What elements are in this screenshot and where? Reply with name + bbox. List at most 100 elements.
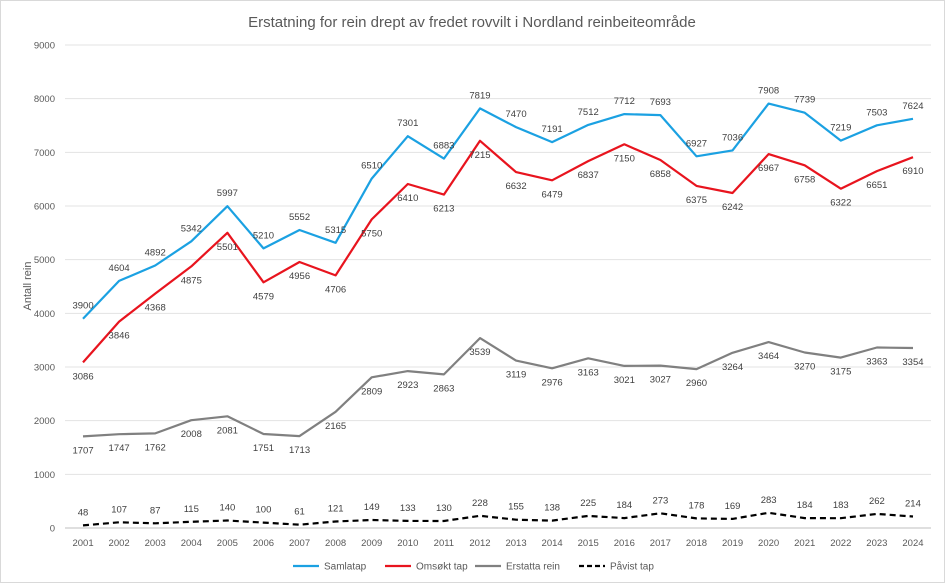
x-tick-label: 2004 — [181, 538, 202, 549]
data-label: 6758 — [794, 174, 815, 185]
data-label: 7215 — [469, 150, 490, 161]
data-label: 3264 — [722, 362, 743, 373]
data-label: 184 — [797, 500, 813, 511]
data-label: 140 — [219, 502, 235, 513]
data-label: 7739 — [794, 95, 815, 106]
y-tick-label: 6000 — [34, 202, 55, 213]
data-label: 2923 — [397, 380, 418, 391]
data-label: 1747 — [109, 443, 130, 454]
data-label: 6510 — [361, 161, 382, 172]
data-label: 3086 — [72, 371, 93, 382]
data-label: 5997 — [217, 188, 238, 199]
x-tick-label: 2003 — [145, 538, 166, 549]
y-tick-label: 3000 — [34, 363, 55, 374]
x-tick-label: 2021 — [794, 538, 815, 549]
data-label: 262 — [869, 496, 885, 507]
data-label: 7624 — [902, 101, 923, 112]
data-label: 130 — [436, 503, 452, 514]
data-label: 2165 — [325, 421, 346, 432]
legend-label: Erstatta rein — [506, 562, 560, 573]
data-label: 5210 — [253, 230, 274, 241]
series-line — [82, 337, 914, 438]
x-tick-label: 2016 — [614, 538, 635, 549]
x-tick-label: 2022 — [830, 538, 851, 549]
x-tick-label: 2006 — [253, 538, 274, 549]
data-label: 1707 — [72, 445, 93, 456]
series-line — [82, 102, 914, 320]
data-label: 4892 — [145, 247, 166, 258]
data-label: 3027 — [650, 375, 671, 386]
x-tick-label: 2007 — [289, 538, 310, 549]
data-label: 3354 — [902, 357, 923, 368]
legend: Samlatap Omsøkt tap Erstatta rein Påvist ta… — [293, 561, 654, 573]
x-tick-label: 2001 — [72, 538, 93, 549]
data-label: 6322 — [830, 198, 851, 209]
x-tick-label: 2017 — [650, 538, 671, 549]
data-label: 5750 — [361, 228, 382, 239]
y-tick-label: 8000 — [34, 94, 55, 105]
data-label: 138 — [544, 503, 560, 514]
data-label: 107 — [111, 504, 127, 515]
x-tick-label: 2013 — [505, 538, 526, 549]
data-label: 7191 — [542, 124, 563, 135]
data-label: 5552 — [289, 212, 310, 223]
data-label: 61 — [294, 507, 305, 518]
data-label: 3363 — [866, 357, 887, 368]
data-label: 6858 — [650, 169, 671, 180]
data-label: 2863 — [433, 383, 454, 394]
data-label: 184 — [616, 500, 632, 511]
data-label: 3270 — [794, 362, 815, 373]
legend-label: Påvist tap — [610, 561, 654, 573]
y-tick-label: 7000 — [34, 148, 55, 159]
data-label: 7036 — [722, 132, 743, 143]
data-label: 6883 — [433, 141, 454, 152]
series-line — [82, 511, 914, 527]
data-label: 3163 — [578, 367, 599, 378]
x-tick-label: 2002 — [109, 538, 130, 549]
data-label: 2008 — [181, 429, 202, 440]
data-label: 133 — [400, 503, 416, 514]
data-label: 155 — [508, 502, 524, 513]
data-label: 6242 — [722, 202, 743, 213]
data-label: 115 — [184, 504, 199, 515]
x-tick-label: 2010 — [397, 538, 418, 549]
y-axis-label: Antall rein — [22, 262, 34, 311]
data-label: 7219 — [830, 123, 851, 134]
y-tick-label: 0 — [50, 524, 55, 535]
data-label: 3900 — [72, 301, 93, 312]
data-label: 1713 — [289, 445, 310, 456]
data-labels: 3900 4604 4892 5342 5997 5210 5552 5315 6510 7301… — [72, 86, 923, 519]
chart-title: Erstatning for rein drept av fredet rovv… — [248, 14, 696, 31]
data-label: 183 — [833, 500, 849, 511]
legend-label: Omsøkt tap — [416, 562, 468, 573]
data-label: 6910 — [902, 166, 923, 177]
data-label: 3021 — [614, 375, 635, 386]
data-label: 7512 — [578, 107, 599, 118]
data-label: 178 — [689, 500, 705, 511]
data-label: 48 — [78, 507, 89, 518]
data-label: 4956 — [289, 271, 310, 282]
data-label: 7819 — [469, 90, 490, 101]
y-tick-label: 1000 — [34, 470, 55, 481]
data-label: 4875 — [181, 275, 202, 286]
data-label: 6837 — [578, 170, 599, 181]
data-label: 3846 — [109, 331, 130, 342]
data-label: 6479 — [542, 189, 563, 200]
data-label: 4706 — [325, 284, 346, 295]
data-label: 87 — [150, 505, 161, 516]
data-label: 121 — [328, 504, 344, 515]
data-label: 5315 — [325, 225, 346, 236]
data-label: 7503 — [866, 107, 887, 118]
data-label: 5342 — [181, 223, 202, 234]
x-tick-label: 2015 — [578, 538, 599, 549]
data-label: 2976 — [542, 377, 563, 388]
data-label: 7150 — [614, 153, 635, 164]
data-label: 3539 — [469, 347, 490, 358]
data-label: 3119 — [506, 370, 526, 381]
data-label: 3175 — [830, 367, 851, 378]
data-label: 214 — [905, 499, 921, 510]
data-label: 7301 — [397, 118, 418, 129]
y-tick-label: 5000 — [34, 255, 55, 266]
y-tick-label: 9000 — [34, 41, 55, 52]
